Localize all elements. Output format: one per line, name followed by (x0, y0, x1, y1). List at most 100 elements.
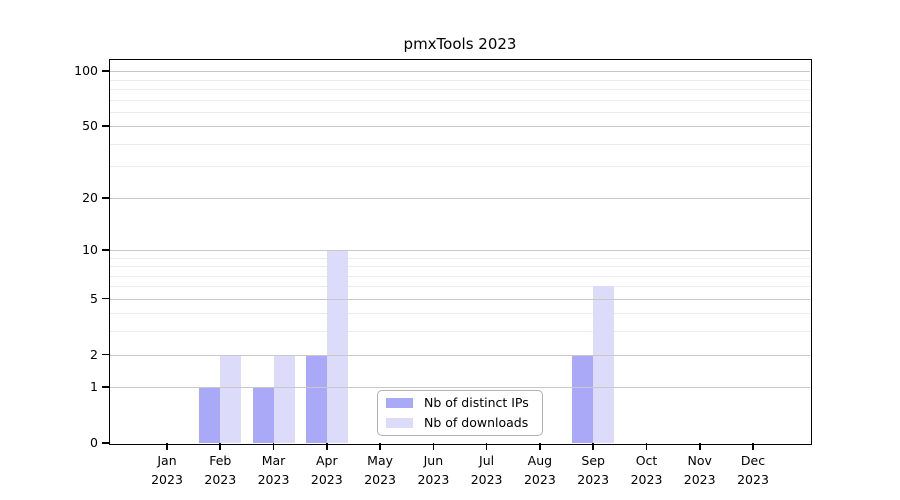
x-tick-year: 2023 (737, 471, 769, 487)
y-tick-label: 1 (90, 379, 98, 395)
x-tick-mark (592, 443, 595, 450)
x-tick-year: 2023 (630, 471, 663, 487)
x-tick-month: Feb (209, 453, 232, 468)
x-tick-year: 2023 (577, 471, 610, 487)
major-gridline (110, 197, 810, 199)
x-tick-mark (166, 443, 168, 450)
x-tick-mark (698, 443, 701, 450)
minor-gridline (110, 143, 810, 145)
x-tick-label-jun: Jun 2023 (391, 452, 475, 490)
major-gridline (110, 298, 810, 300)
y-tick-label: 5 (90, 290, 98, 306)
x-tick-mark (539, 443, 541, 450)
major-gridline (110, 126, 810, 128)
bar-distinct-ips-apr (305, 354, 327, 443)
x-tick-month: Sep (581, 453, 605, 468)
x-tick-mark (325, 443, 328, 450)
x-tick-year: 2023 (151, 471, 183, 487)
major-gridline (110, 354, 810, 356)
x-tick-label-mar: Mar 2023 (232, 452, 316, 490)
y-tick-label: 20 (82, 189, 98, 205)
minor-gridline (110, 99, 810, 101)
y-tick-label: 10 (82, 241, 98, 257)
minor-gridline (110, 88, 810, 90)
x-tick-mark (219, 443, 222, 450)
x-tick-year: 2023 (523, 471, 556, 487)
bar-downloads-sep (593, 286, 615, 443)
y-tick-mark (102, 353, 109, 356)
x-tick-year: 2023 (364, 471, 396, 487)
legend-label-downloads: Nb of downloads (424, 414, 529, 430)
y-tick-mark (102, 70, 109, 73)
x-tick-year: 2023 (683, 471, 716, 487)
x-tick-year: 2023 (417, 471, 450, 487)
x-tick-year: 2023 (257, 471, 290, 487)
minor-gridline (110, 257, 810, 259)
x-tick-year: 2023 (470, 471, 503, 487)
minor-gridline (110, 275, 810, 277)
x-tick-label-apr: Apr 2023 (285, 452, 369, 490)
bar-distinct-ips-mar (252, 387, 274, 443)
x-tick-mark (752, 443, 754, 450)
y-tick-label: 0 (90, 435, 98, 450)
x-tick-label-may: May 2023 (338, 452, 422, 490)
x-tick-label-dec: Dec 2023 (711, 452, 795, 490)
chart-title: pmxTools 2023 (403, 35, 517, 53)
x-tick-label-feb: Feb 2023 (178, 452, 262, 490)
legend-item-distinct-ips: Nb of distinct IPs (386, 395, 534, 410)
y-tick-label: 2 (90, 346, 98, 362)
y-tick-mark (102, 297, 109, 300)
minor-gridline (110, 111, 810, 113)
x-tick-month: Dec (740, 453, 766, 468)
bar-downloads-mar (273, 354, 295, 443)
y-tick-label: 50 (82, 118, 98, 134)
minor-gridline (110, 166, 810, 168)
y-tick-mark (102, 196, 109, 199)
x-tick-month: May (367, 453, 394, 468)
minor-gridline (110, 79, 810, 81)
minor-gridline (110, 286, 810, 288)
minor-gridline (110, 266, 810, 267)
x-tick-label-oct: Oct 2023 (605, 452, 689, 490)
x-tick-label-aug: Aug 2023 (498, 452, 582, 490)
x-tick-label-sep: Sep 2023 (551, 452, 635, 490)
legend-item-downloads: Nb of downloads (386, 414, 534, 430)
x-tick-mark (645, 443, 648, 450)
bar-downloads-feb (220, 354, 242, 443)
x-tick-mark (485, 443, 488, 450)
x-tick-year: 2023 (204, 471, 237, 487)
x-tick-month: Nov (687, 453, 712, 468)
x-tick-month: Jun (423, 453, 444, 468)
x-tick-month: Jan (157, 453, 177, 468)
y-tick-mark (102, 442, 109, 444)
legend-swatch-downloads (386, 417, 413, 428)
minor-gridline (110, 331, 810, 333)
x-tick-label-jan: Jan 2023 (125, 452, 209, 490)
x-tick-month: Apr (315, 453, 338, 468)
bar-distinct-ips-sep (572, 354, 594, 443)
major-gridline (110, 387, 810, 389)
x-tick-month: Mar (261, 453, 286, 468)
major-gridline (110, 249, 810, 251)
x-tick-year: 2023 (310, 471, 343, 487)
legend-swatch-distinct-ips (386, 398, 413, 409)
y-tick-mark (102, 386, 109, 389)
x-tick-month: Jul (479, 453, 495, 468)
x-tick-label-jul: Jul 2023 (445, 452, 529, 490)
x-tick-month: Oct (635, 453, 658, 468)
plot-area (110, 60, 810, 443)
x-tick-mark (432, 443, 435, 450)
major-gridline (110, 71, 810, 73)
x-tick-label-nov: Nov 2023 (658, 452, 742, 490)
x-tick-mark (272, 443, 275, 450)
x-tick-mark (379, 443, 381, 450)
minor-gridline (110, 313, 810, 315)
bar-downloads-apr (326, 249, 348, 443)
y-tick-mark (102, 248, 109, 251)
bar-distinct-ips-feb (199, 387, 221, 443)
legend-label-distinct-ips: Nb of distinct IPs (424, 395, 529, 410)
y-tick-mark (102, 125, 109, 128)
legend: Nb of distinct IPs Nb of downloads (377, 390, 543, 436)
x-tick-month: Aug (527, 453, 553, 468)
